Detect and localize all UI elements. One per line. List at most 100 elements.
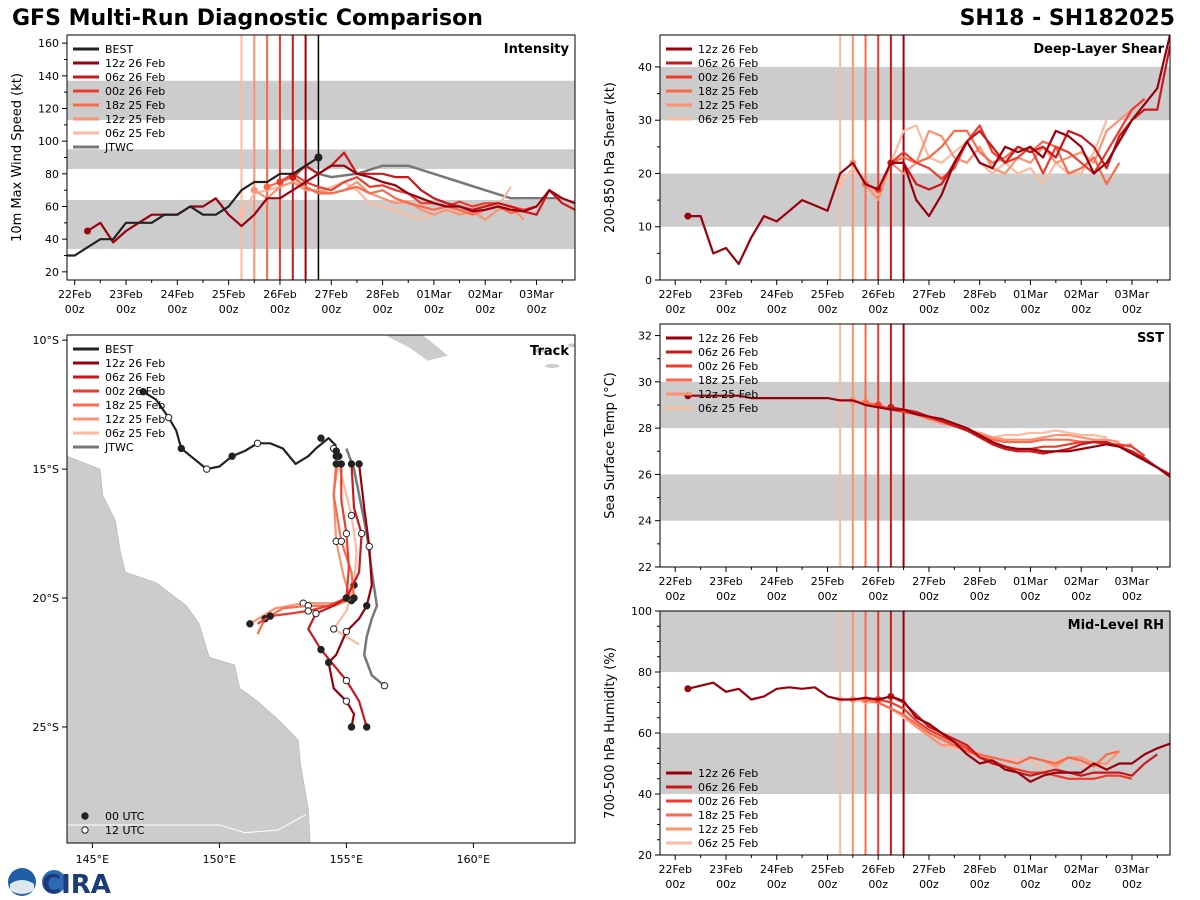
y-tick-label: 30 xyxy=(638,114,652,127)
marker-00utc xyxy=(324,658,333,667)
x-tick-label: 22Feb xyxy=(658,575,691,588)
x-tick-label: 00z xyxy=(767,590,787,603)
marker-12utc xyxy=(330,625,338,633)
y-tick-label: 20 xyxy=(45,266,59,279)
y-axis-label: Sea Surface Temp (°C) xyxy=(603,372,618,519)
legend-label: 12z 25 Feb xyxy=(105,413,165,426)
x-tick-label: 26Feb xyxy=(861,288,894,301)
x-tick-label: 00z xyxy=(665,303,685,316)
island xyxy=(568,343,575,348)
legend-label: 12z 26 Feb xyxy=(698,43,758,56)
y-tick-label: 24 xyxy=(638,515,652,528)
best-marker-00utc xyxy=(332,447,340,455)
x-tick-label: 00z xyxy=(65,303,85,316)
panel-title: Mid-Level RH xyxy=(1068,618,1164,633)
x-tick-label: 26Feb xyxy=(861,575,894,588)
legend-label: 06z 25 Feb xyxy=(105,127,165,140)
legend-label: 12z 25 Feb xyxy=(105,113,165,126)
x-tick-label: 23Feb xyxy=(709,288,742,301)
init-point-06z-25-Feb xyxy=(237,211,245,219)
y-tick-label: 100 xyxy=(631,605,652,618)
jtwc-end-marker xyxy=(380,682,389,690)
plot-frame xyxy=(659,323,1171,568)
x-tick-label: 150°E xyxy=(203,853,236,866)
marker-00utc xyxy=(246,620,254,628)
island xyxy=(532,348,547,353)
y-tick-label: 20 xyxy=(638,167,652,180)
x-tick-label: 22Feb xyxy=(658,288,691,301)
x-tick-label: 24Feb xyxy=(760,288,793,301)
x-tick-label: 01Mar xyxy=(1013,863,1048,876)
x-tick-label: 00z xyxy=(818,878,838,891)
series-line-06z-26-Feb xyxy=(890,695,1158,777)
marker-legend-label: 12 UTC xyxy=(105,824,145,837)
legend-label: 18z 25 Feb xyxy=(698,374,758,387)
x-tick-label: 27Feb xyxy=(912,863,945,876)
x-tick-label: 00z xyxy=(475,303,495,316)
marker-12utc xyxy=(342,529,351,538)
storm-id: SH18 - SH182025 xyxy=(959,6,1175,31)
legend-label: 06z 26 Feb xyxy=(105,371,165,384)
threshold-band-0 xyxy=(660,474,1170,521)
x-tick-label: 00z xyxy=(716,878,736,891)
marker-00utc xyxy=(347,460,356,468)
x-tick-label: 00z xyxy=(1021,303,1041,316)
x-tick-label: 00z xyxy=(716,590,736,603)
panel-shear: 0 10 20 30 40 22Feb 00z 23Feb 00z 24Feb 00z 25Feb 00… xyxy=(603,34,1171,316)
y-tick-label: 80 xyxy=(45,168,59,181)
series-line-best xyxy=(67,156,319,257)
series-line-06z-26-Feb xyxy=(890,45,1170,191)
y-tick-label: 0 xyxy=(645,274,652,287)
marker-12utc xyxy=(342,676,351,685)
map-area xyxy=(67,335,575,843)
legend-label: BEST xyxy=(105,43,133,56)
solomon-islands xyxy=(384,335,448,361)
x-tick-label: 03Mar xyxy=(1115,575,1150,588)
x-tick-label: 23Feb xyxy=(709,575,742,588)
y-tick-label: 10°S xyxy=(33,334,59,347)
legend-label: JTWC xyxy=(104,441,134,454)
legend-label: JTWC xyxy=(104,141,134,154)
threshold-band-1 xyxy=(660,381,1170,429)
x-tick-label: 155°E xyxy=(330,853,363,866)
x-tick-label: 00z xyxy=(1021,590,1041,603)
y-tick-label: 20 xyxy=(638,849,652,862)
series-line-18z-25-Feb xyxy=(865,698,1120,768)
y-tick-label: 60 xyxy=(638,727,652,740)
x-tick-label: 23Feb xyxy=(109,288,142,301)
x-tick-label: 00z xyxy=(116,303,136,316)
y-tick-label: 26 xyxy=(638,468,652,481)
best-marker-12utc xyxy=(253,439,262,448)
x-tick-label: 02Mar xyxy=(1064,575,1099,588)
marker-legend-label: 00 UTC xyxy=(105,810,145,823)
y-tick-label: 28 xyxy=(638,422,652,435)
x-tick-label: 00z xyxy=(716,303,736,316)
legend-label: 06z 26 Feb xyxy=(698,781,758,794)
legend-label: 12z 26 Feb xyxy=(698,767,758,780)
track-best xyxy=(142,390,337,471)
legend-label: 00z 26 Feb xyxy=(698,71,758,84)
cira-logo: CIRA xyxy=(8,868,111,898)
x-tick-label: 01Mar xyxy=(1013,288,1048,301)
best-marker-00utc xyxy=(228,452,236,460)
marker-legend-symbol xyxy=(81,826,89,834)
legend-label: BEST xyxy=(105,343,133,356)
x-tick-label: 00z xyxy=(919,878,939,891)
panel-title: Track xyxy=(530,344,569,359)
legend-label: 12z 25 Feb xyxy=(698,823,758,836)
marker-12utc xyxy=(347,511,356,520)
map-frame xyxy=(66,334,576,844)
y-tick-label: 80 xyxy=(638,666,652,679)
state-border xyxy=(67,814,307,834)
x-tick-label: 00z xyxy=(818,590,838,603)
y-axis-label: 200-850 hPa Shear (kt) xyxy=(603,82,618,233)
x-tick-label: 27Feb xyxy=(315,288,348,301)
x-tick-label: 26Feb xyxy=(263,288,296,301)
x-tick-label: 00z xyxy=(868,878,888,891)
marker-00utc xyxy=(317,645,325,654)
x-tick-label: 145°E xyxy=(76,853,109,866)
page-title: GFS Multi-Run Diagnostic Comparison xyxy=(12,6,483,31)
panel-intensity: 20 40 60 80 100 120 140 160 22Feb 00z 23Feb 00z 24Fe… xyxy=(10,34,576,316)
x-tick-label: 00z xyxy=(919,590,939,603)
plot-frame xyxy=(659,34,1171,281)
